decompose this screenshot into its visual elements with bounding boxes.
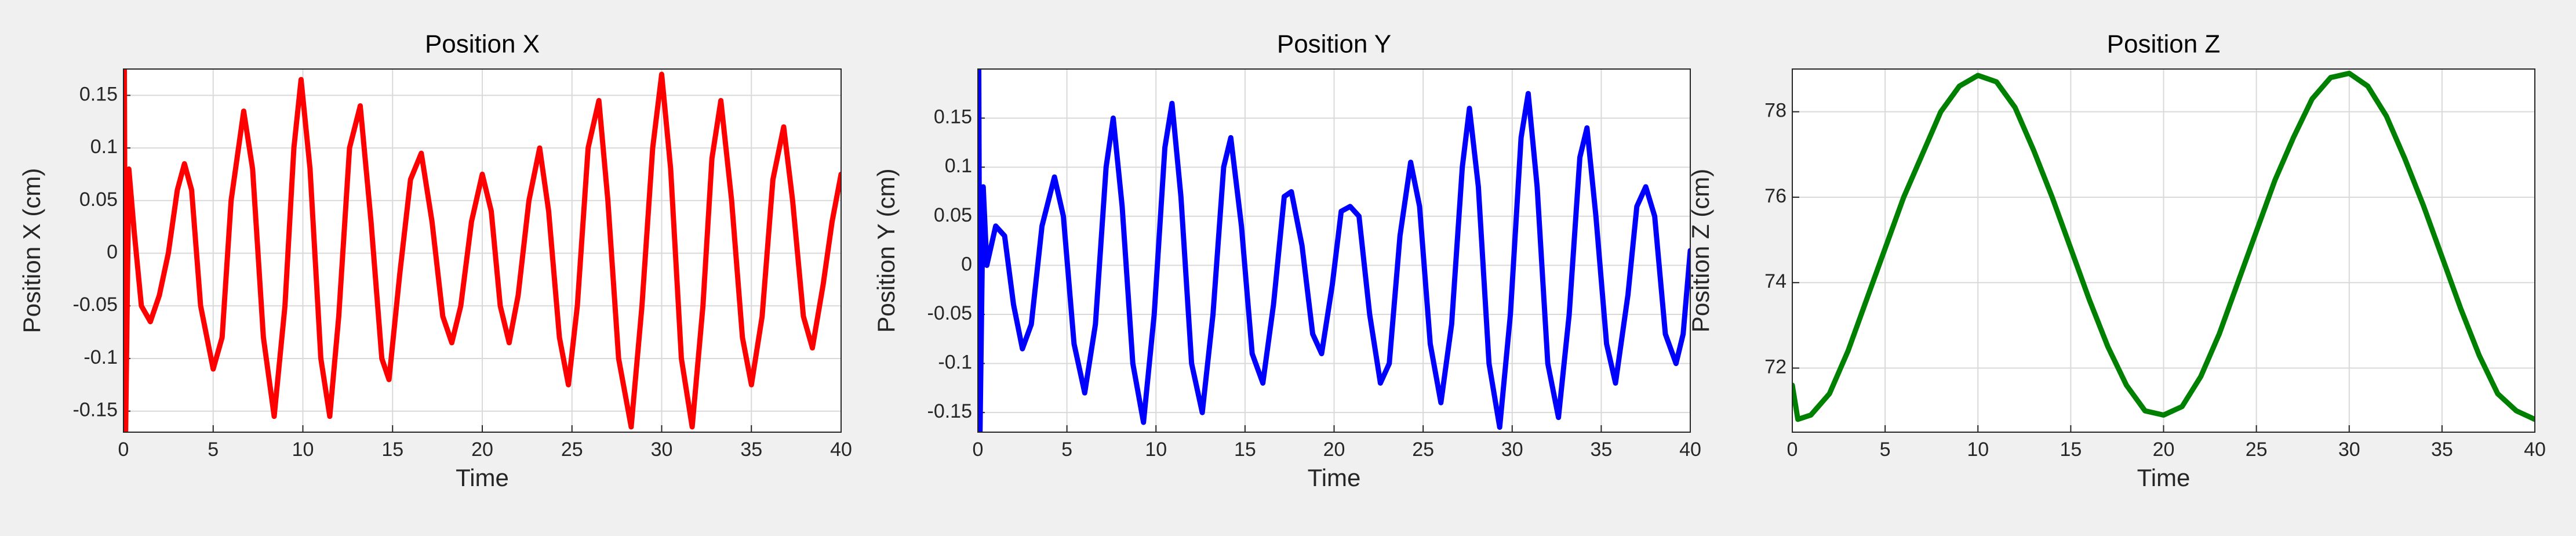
x-tick-label: 5 (1061, 439, 1072, 461)
x-tick-label: 30 (651, 439, 673, 461)
axes-box (977, 68, 1691, 433)
x-tick-label: 10 (1967, 439, 1989, 461)
x-tick-label: 20 (2153, 439, 2175, 461)
y-tick-label: -0.05 (927, 302, 973, 324)
x-tick-label: 35 (1590, 439, 1612, 461)
y-tick-label: -0.1 (83, 346, 118, 368)
y-tick-label: 76 (1764, 185, 1787, 207)
y-tick-label: 74 (1764, 270, 1787, 292)
axes-box (123, 68, 842, 433)
x-axis-label: Time (2137, 464, 2191, 491)
chart-title: Position Y (1277, 30, 1391, 59)
y-tick-label: 0.1 (90, 136, 118, 158)
y-tick-label: 0.15 (934, 106, 972, 128)
chart-title: Position Z (2107, 30, 2221, 59)
y-tick-label: 0 (961, 253, 972, 275)
y-axis-label: Position Z (cm) (1687, 169, 1714, 332)
x-tick-label: 40 (830, 439, 852, 461)
y-tick-label: 0.05 (79, 189, 118, 211)
x-tick-label: 0 (1787, 439, 1798, 461)
x-axis-label: Time (1308, 464, 1361, 491)
y-tick-label: 0.1 (945, 155, 972, 177)
y-tick-label: 0.05 (934, 204, 972, 226)
x-tick-label: 20 (1323, 439, 1345, 461)
y-tick-label: -0.15 (927, 400, 973, 422)
x-tick-label: 30 (1501, 439, 1523, 461)
data-line (978, 69, 1690, 432)
chart-title: Position X (425, 30, 540, 59)
x-tick-label: 25 (561, 439, 583, 461)
axes-box (1792, 68, 2535, 433)
y-tick-label: 0 (107, 241, 118, 263)
x-axis-label: Time (456, 464, 509, 491)
x-tick-label: 15 (381, 439, 403, 461)
x-tick-label: 35 (740, 439, 762, 461)
y-tick-label: 72 (1764, 356, 1787, 378)
x-tick-label: 40 (1679, 439, 1701, 461)
data-line (123, 69, 841, 432)
x-tick-label: 5 (1880, 439, 1891, 461)
x-tick-label: 25 (2246, 439, 2268, 461)
y-axis-label: Position Y (cm) (872, 168, 900, 332)
x-tick-label: 15 (1234, 439, 1256, 461)
x-tick-label: 25 (1412, 439, 1434, 461)
x-tick-label: 20 (471, 439, 493, 461)
y-tick-label: 0.15 (79, 83, 118, 105)
y-tick-label: -0.1 (938, 352, 972, 374)
x-tick-label: 0 (973, 439, 984, 461)
x-tick-label: 0 (118, 439, 129, 461)
x-tick-label: 15 (2060, 439, 2082, 461)
y-tick-label: -0.05 (73, 294, 118, 316)
x-tick-label: 10 (292, 439, 314, 461)
x-tick-label: 35 (2431, 439, 2453, 461)
y-axis-label: Position X (cm) (18, 168, 45, 334)
y-tick-label: -0.15 (73, 399, 118, 421)
y-tick-label: 78 (1764, 100, 1787, 122)
data-line (1792, 70, 2535, 422)
x-tick-label: 10 (1145, 439, 1167, 461)
x-tick-label: 5 (208, 439, 219, 461)
x-tick-label: 40 (2524, 439, 2546, 461)
x-tick-label: 30 (2338, 439, 2360, 461)
